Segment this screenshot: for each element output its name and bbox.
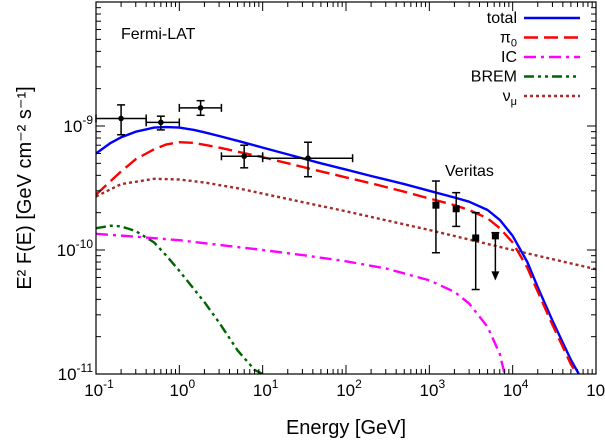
data-point-3	[178, 99, 223, 117]
point-marker	[197, 105, 204, 111]
data-point-9	[491, 231, 500, 281]
point-marker	[472, 234, 480, 242]
curve-ic	[96, 232, 506, 374]
annotation-veritas: Veritas	[445, 163, 494, 180]
y-axis-title: E² F(E) [GeV cm⁻² s⁻¹]	[14, 86, 36, 289]
point-marker	[452, 205, 460, 213]
point-marker	[118, 115, 124, 122]
data-point-5	[261, 141, 354, 178]
x-tick-label-4: 102	[336, 377, 362, 400]
legend-label-5: νμ	[503, 88, 517, 108]
y-tick-label-3: 10-9	[63, 113, 93, 136]
curve-numu	[96, 177, 596, 271]
point-marker	[305, 155, 311, 161]
point-marker	[158, 119, 164, 126]
legend-label-4: BREM	[471, 69, 517, 86]
curve-pi0	[96, 141, 579, 374]
x-axis-title: Energy [GeV]	[286, 417, 406, 439]
x-tick-label-1: 10-1	[84, 377, 114, 400]
data-points	[95, 99, 500, 291]
x-tick-label-3: 101	[253, 377, 279, 400]
legend-label-1: total	[487, 10, 517, 27]
data-point-6	[431, 180, 440, 254]
point-marker	[491, 232, 499, 240]
x-tick-labels: 10-1 100 101 102 103 104 105	[84, 377, 605, 400]
point-marker	[241, 153, 247, 160]
x-tick-label-6: 104	[503, 377, 529, 400]
data-point-7	[452, 191, 461, 228]
x-tick-label-2: 100	[170, 377, 196, 400]
x-tick-label-5: 103	[420, 377, 446, 400]
y-tick-label-1: 10-11	[58, 361, 94, 384]
legend-label-3: IC	[501, 49, 517, 66]
y-tick-labels: 10-11 10-10 10-9	[57, 113, 94, 384]
annotation-fermi-lat: Fermi-LAT	[121, 26, 196, 43]
data-point-8	[471, 211, 480, 291]
data-point-1	[95, 104, 147, 136]
curve-brem	[96, 224, 264, 374]
point-marker	[432, 201, 440, 209]
legend-label-2: π0	[500, 30, 517, 50]
arrow-head	[491, 271, 500, 281]
data-point-2	[145, 115, 181, 131]
x-tick-label-7: 105	[586, 377, 605, 400]
plot-background	[96, 2, 596, 374]
data-point-4	[220, 144, 264, 169]
axis-ticks	[95, 1, 597, 375]
y-tick-label-2: 10-10	[57, 237, 94, 260]
